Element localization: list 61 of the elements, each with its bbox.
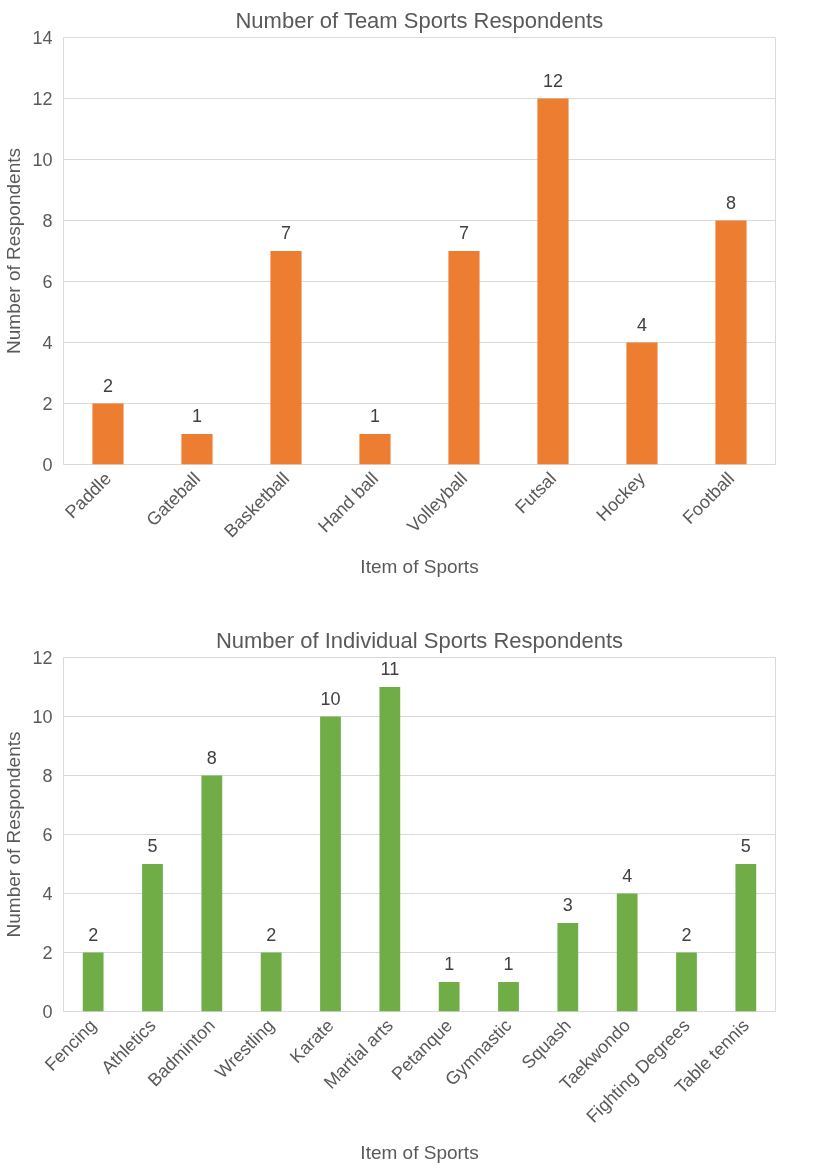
bar	[735, 864, 757, 1012]
bar	[379, 687, 401, 1012]
bar	[142, 864, 163, 1012]
y-tick-label: 4	[42, 884, 53, 904]
y-tick-label: 2	[42, 943, 53, 963]
data-label: 2	[681, 924, 692, 945]
data-label: 5	[740, 836, 751, 856]
data-label: 1	[191, 406, 203, 426]
data-label: 1	[444, 954, 455, 974]
bar	[616, 893, 638, 1012]
chart-title: Number of Team Sports Respondents	[235, 7, 604, 33]
data-label: 2	[266, 924, 277, 945]
data-label: 8	[206, 747, 217, 768]
data-label: 5	[147, 836, 158, 856]
y-tick-label: 6	[42, 825, 53, 845]
y-axis-title: Number of Respondents	[3, 148, 25, 354]
data-label: 11	[380, 659, 400, 679]
bar	[626, 342, 658, 465]
data-label: 7	[280, 223, 292, 243]
y-tick-label: 0	[42, 455, 53, 475]
bar	[260, 952, 282, 1012]
bar	[557, 923, 579, 1012]
y-tick-label: 4	[42, 333, 53, 353]
bar	[715, 220, 747, 465]
data-label: 4	[636, 314, 648, 335]
y-tick-label: 10	[32, 150, 53, 170]
y-tick-label: 0	[42, 1002, 53, 1022]
data-label: 12	[542, 70, 564, 91]
bar	[438, 982, 460, 1012]
y-tick-label: 6	[42, 272, 53, 292]
data-label: 10	[320, 688, 341, 709]
y-tick-label: 2	[42, 394, 53, 414]
bar	[537, 98, 569, 465]
y-tick-label: 12	[32, 648, 53, 668]
chart-title: Number of Individual Sports Respondents	[215, 627, 624, 653]
y-axis-title: Number of Respondents	[3, 731, 25, 938]
bar	[201, 775, 223, 1012]
y-tick-label: 10	[32, 707, 53, 727]
bar	[676, 952, 697, 1012]
data-label: 3	[562, 895, 573, 915]
bar	[181, 434, 213, 465]
x-axis-title: Item of Sports	[360, 556, 479, 578]
bar	[448, 251, 480, 465]
y-tick-label: 14	[32, 28, 53, 48]
bar	[359, 434, 391, 465]
bar	[498, 982, 519, 1012]
data-label: 1	[503, 954, 514, 974]
data-label: 2	[102, 375, 114, 396]
data-label: 4	[622, 865, 633, 886]
x-axis-title: Item of Sports	[360, 1141, 479, 1163]
data-label: 1	[369, 406, 381, 426]
bar	[82, 952, 104, 1012]
data-label: 8	[725, 192, 737, 213]
bar	[320, 716, 341, 1012]
y-tick-label: 8	[42, 211, 53, 231]
data-label: 2	[88, 924, 99, 945]
bar	[92, 403, 124, 465]
bar	[270, 251, 302, 465]
y-tick-label: 12	[32, 89, 53, 109]
data-label: 7	[458, 223, 470, 243]
y-tick-label: 8	[42, 766, 53, 786]
